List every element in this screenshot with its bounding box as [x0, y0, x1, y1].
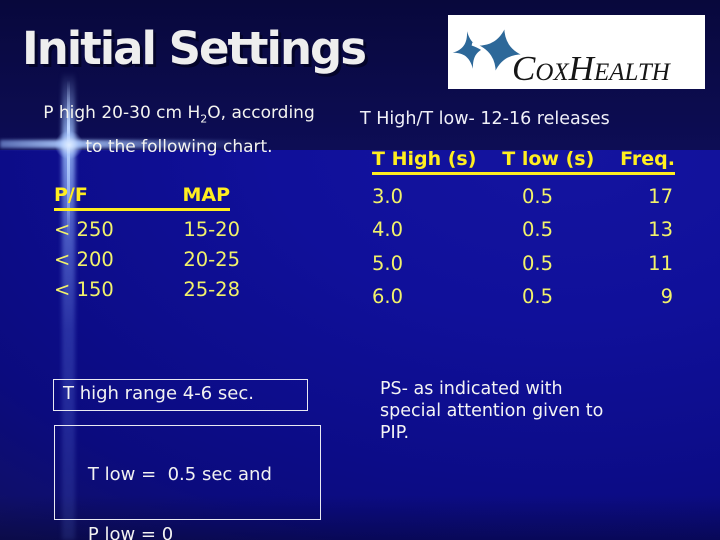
coxhealth-wordmark-cox: Cox: [512, 49, 569, 88]
table-row: 5.0 0.5 11: [372, 251, 675, 286]
table-row: < 250 15-20: [54, 218, 240, 248]
map-value: 20-25: [183, 248, 240, 271]
t-low-value: 0.5: [521, 185, 553, 208]
table-row: 6.0 0.5 9: [372, 286, 675, 319]
map-header: MAP: [182, 184, 230, 206]
t-low-value: 0.5: [521, 251, 553, 275]
p-high-line2: to the following chart.: [85, 137, 273, 158]
t-low-line2: P low = 0: [87, 524, 174, 540]
pf-map-table-rows: < 250 15-20 < 200 20-25 < 150 25-28: [54, 218, 240, 308]
pf-value: < 200: [54, 248, 114, 271]
coxhealth-wordmark-health: Health: [568, 49, 670, 88]
timing-table-rows: 3.0 0.5 17 4.0 0.5 13 5.0 0.5 11 6.0 0.5…: [372, 186, 675, 320]
table-row: 3.0 0.5 17: [372, 186, 675, 219]
table-row: < 200 20-25: [54, 248, 240, 278]
t-low-value: 0.5: [521, 285, 553, 309]
t-low-value: 0.5: [521, 218, 553, 242]
t-high-range-box: T high range 4-6 sec.: [53, 379, 308, 411]
p-high-paragraph: P high 20-30 cm H2O, according to the fo…: [28, 99, 330, 161]
ps-note-line2: special attention given to: [380, 401, 604, 421]
table-row: < 150 25-28: [54, 278, 240, 308]
map-value: 15-20: [183, 218, 240, 241]
freq-value: 17: [648, 185, 673, 208]
t-high-value: 6.0: [372, 285, 404, 309]
p-high-subscript: 2: [200, 112, 208, 126]
ps-note-line1: PS- as indicated with: [380, 379, 563, 399]
map-value: 25-28: [183, 278, 240, 301]
pf-map-table: P/F MAP < 250 15-20 < 200 20-25 < 150 25…: [54, 184, 240, 308]
lens-flare-vertical: [62, 72, 75, 540]
t-high-value: 5.0: [372, 251, 404, 275]
pf-value: < 250: [54, 218, 114, 241]
pf-map-table-header: P/F MAP: [54, 184, 230, 211]
freq-value: 9: [660, 285, 673, 309]
table-row: 4.0 0.5 13: [372, 219, 675, 252]
p-high-line1-pre: P high 20-30 cm H: [43, 103, 201, 123]
pf-value: < 150: [54, 278, 114, 301]
lens-flare-glow: [55, 131, 83, 159]
ps-note: PS- as indicated with special attention …: [380, 378, 652, 444]
t-high-value: 3.0: [372, 185, 404, 208]
timing-header-t-high: T High (s): [372, 148, 477, 170]
background-lower-field: [0, 150, 720, 540]
background-bottom-shade: [0, 495, 720, 540]
freq-value: 13: [648, 218, 673, 242]
t-high-value: 4.0: [372, 218, 404, 242]
release-note: T High/T low- 12-16 releases: [360, 109, 610, 129]
t-low-line1: T low = 0.5 sec and: [87, 464, 272, 485]
timing-table: T High (s) T low (s) Freq. 3.0 0.5 17 4.…: [372, 148, 675, 320]
timing-header-t-low: T low (s): [502, 148, 595, 170]
timing-table-header: T High (s) T low (s) Freq.: [372, 148, 675, 175]
p-high-line1-post: O, according: [207, 103, 315, 123]
coxhealth-wordmark: CoxHealth: [512, 51, 670, 86]
timing-header-freq: Freq.: [620, 148, 675, 170]
freq-value: 11: [648, 251, 673, 275]
lens-flare-vertical-core: [67, 80, 70, 240]
slide-title: Initial Settings: [22, 22, 367, 75]
ps-note-line3: PIP.: [380, 423, 410, 443]
coxhealth-star-icon: [452, 21, 529, 79]
t-low-box: T low = 0.5 sec and P low = 0: [54, 425, 321, 540]
coxhealth-logo: CoxHealth: [448, 15, 705, 89]
lens-flare-horizontal: [0, 140, 262, 148]
pf-header: P/F: [54, 184, 88, 206]
